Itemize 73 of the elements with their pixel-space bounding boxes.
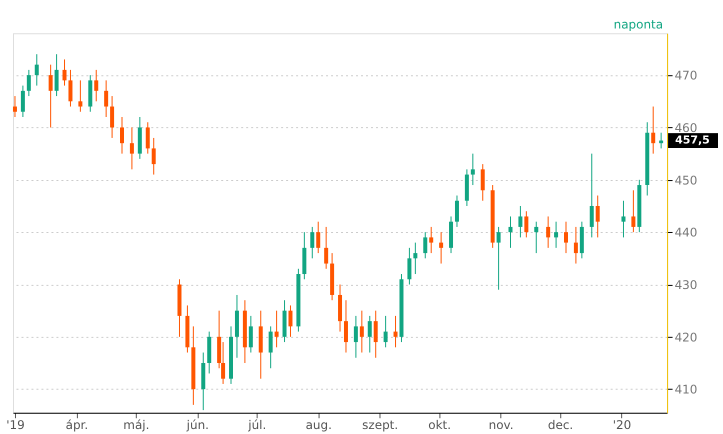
candlestick: [631, 190, 636, 233]
candlestick: [454, 195, 459, 228]
y-tick-label: 440: [674, 226, 698, 240]
candlestick: [423, 232, 428, 259]
candlestick: [344, 300, 348, 354]
x-tick-label: júl.: [247, 418, 266, 432]
candlestick: [524, 210, 528, 238]
candlestick: [429, 226, 434, 254]
x-tick-label: '19: [6, 418, 25, 432]
candlestick: [518, 205, 522, 238]
candlestick: [152, 137, 156, 176]
x-tick-label: jún.: [186, 418, 209, 432]
text: naponta: [614, 17, 664, 32]
candlestick: [310, 226, 314, 259]
y-tick-label: 420: [674, 330, 698, 344]
candlestick: [110, 96, 114, 138]
candlestick: [94, 69, 98, 102]
y-tick-label: 470: [674, 68, 698, 83]
candlestick: [394, 315, 398, 348]
candlestick: [439, 232, 444, 264]
candlestick: [534, 221, 538, 254]
x-tick-label: szept.: [362, 418, 398, 432]
candlestick: [20, 85, 25, 118]
candlestick: [274, 310, 279, 348]
candlestick: [120, 116, 124, 154]
candlestick: [554, 221, 558, 248]
candlestick: [316, 221, 320, 254]
candlestick: [68, 69, 72, 108]
candlestick: [508, 216, 512, 248]
candlestick: [596, 195, 600, 238]
candlestick: [407, 247, 412, 285]
x-tick-label: dec.: [548, 418, 574, 432]
candlestick: [268, 326, 273, 369]
candlestick: [62, 58, 67, 86]
candlestick: [546, 216, 550, 248]
candlestick: [384, 315, 388, 348]
y-tick-label: 410: [674, 382, 698, 397]
candlestick: [470, 153, 475, 186]
candlestick: [324, 226, 328, 270]
candlestick: [26, 69, 31, 97]
candlestick: [368, 315, 372, 354]
x-tick-label: nov.: [488, 418, 514, 432]
candlestick: [564, 221, 568, 254]
candlestick: [34, 54, 39, 86]
candlestick: [360, 310, 364, 354]
candlestick: [54, 54, 59, 97]
x-tick-label: okt.: [428, 418, 452, 432]
candlestick: [413, 242, 418, 275]
annotation: 457,5: [675, 134, 710, 147]
candlestick: [574, 226, 578, 264]
candlestick: [621, 200, 626, 238]
candlestick: [146, 122, 150, 154]
candlestick: [480, 164, 485, 202]
x-tick-label: máj.: [123, 418, 150, 432]
x-tick-label: '20: [612, 418, 632, 432]
candlestick: [12, 96, 17, 118]
candlestick: [590, 153, 594, 238]
candlestick: [78, 80, 82, 112]
candlestick: [659, 132, 664, 149]
candlestick: [354, 315, 358, 358]
x-tick-label: ápr.: [66, 418, 88, 432]
candlestick: [496, 226, 501, 290]
candlestick: [48, 64, 53, 128]
x-tick-label: aug.: [306, 418, 332, 432]
candlestick: [374, 310, 378, 358]
y-tick-label: 460: [674, 120, 698, 135]
candlestick: [288, 304, 292, 338]
candlestick: [651, 106, 656, 154]
candlestick: [104, 80, 108, 118]
y-tick-label: 430: [674, 278, 698, 292]
candlestick: [130, 126, 134, 170]
candlestick: [248, 315, 253, 354]
y-tick-label: 450: [674, 173, 698, 188]
